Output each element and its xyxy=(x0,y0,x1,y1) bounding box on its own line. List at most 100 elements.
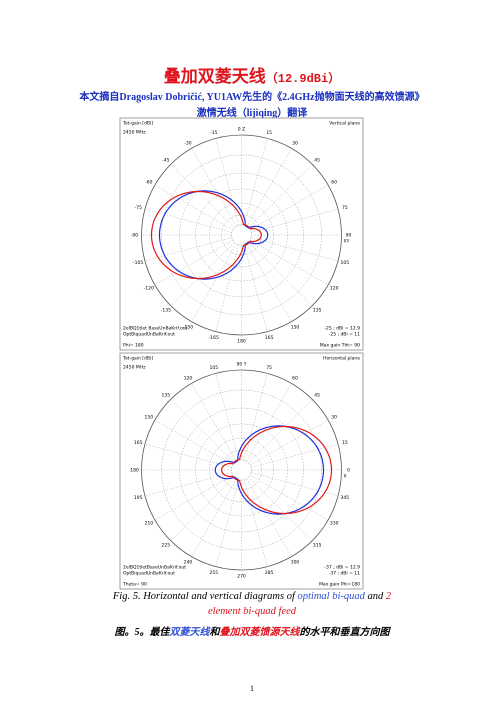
grid-radial xyxy=(215,244,240,332)
angle-label: 135 xyxy=(313,307,322,313)
grid-radial xyxy=(246,383,292,462)
angle-label: 75 xyxy=(266,365,272,371)
caption-en: Fig. 5. Horizontal and vertical diagrams… xyxy=(107,589,397,619)
grid-radial xyxy=(215,373,240,461)
plot-frequency: 2450 MHz xyxy=(123,130,146,136)
caption-part: and xyxy=(364,591,386,602)
page-number: 1 xyxy=(250,684,254,693)
grid-radial xyxy=(251,443,339,468)
angle-label: -165 xyxy=(209,335,219,341)
plot-footer-left: Phi= 180 xyxy=(123,343,144,349)
grid-radial xyxy=(250,239,329,286)
angle-label: 60 xyxy=(292,376,298,382)
caption-part: optimal bi-quad xyxy=(297,591,365,602)
grid-radial xyxy=(251,237,339,262)
source: 本文摘自Dragoslav Dobričić, YU1AW先生的《2.4GHz抛… xyxy=(79,92,425,103)
grid-radial xyxy=(191,478,237,557)
angle-label: -75 xyxy=(134,205,141,211)
caption-part: 的水平和垂直方向图 xyxy=(299,627,390,638)
angle-label: 345 xyxy=(341,495,350,501)
angle-label: 30 xyxy=(292,141,298,147)
grid-radial xyxy=(170,164,235,229)
grid-radial xyxy=(191,243,237,322)
grid-circle xyxy=(141,134,342,336)
angle-label: -30 xyxy=(184,141,191,147)
legend-entry: 2elBQ1tletBaseUnBaKrif.out xyxy=(123,565,186,571)
angle-label: 150 xyxy=(291,324,300,330)
title-gain: （12.9dBi） xyxy=(265,72,341,86)
plot-footer-right: Max gain Tht= 90 xyxy=(320,343,360,349)
angle-label: 315 xyxy=(313,542,322,548)
legend-entry: OptBiquadUnBaKrif.out xyxy=(123,571,175,577)
angle-label: 15 xyxy=(266,130,272,136)
grid-radial xyxy=(251,472,339,497)
angle-label: 105 xyxy=(210,365,219,371)
grid-radial xyxy=(215,479,240,567)
grid-radial xyxy=(154,184,233,231)
grid-radial xyxy=(144,443,232,468)
grid-radial xyxy=(246,243,292,322)
angle-label: -120 xyxy=(144,286,154,292)
caption-part: 双菱天线 xyxy=(169,627,210,638)
angle-label: 75 xyxy=(342,205,348,211)
angle-label: 210 xyxy=(145,521,154,527)
angle-label: 90 xyxy=(346,233,352,239)
angle-label: 165 xyxy=(265,335,274,341)
angle-label: -15 xyxy=(210,130,217,136)
angle-label: 165 xyxy=(134,440,143,446)
grid-radial xyxy=(250,419,329,466)
angle-label: 90 Y xyxy=(237,362,247,368)
legend-entry: 2elBQ1tlet BaseUnBaKrif.out xyxy=(123,326,188,332)
legend-value: -37 ; dBi = 12.9 xyxy=(324,565,360,571)
angle-label: 105 xyxy=(341,260,350,266)
legend-value: -25 ; dBi = 11 xyxy=(329,332,360,338)
title-text: 叠加双菱天线 xyxy=(163,67,266,86)
pattern-curve xyxy=(158,190,269,280)
angle-label: 225 xyxy=(162,542,171,548)
angle-label: 15 xyxy=(342,440,348,446)
grid-radial xyxy=(170,241,235,306)
plot-footer-left: Theta= 90 xyxy=(122,582,147,588)
angle-label: -90 xyxy=(131,233,138,239)
grid-radial xyxy=(191,148,237,227)
grid-radial xyxy=(154,419,233,466)
plot-frequency: 2450 MHz xyxy=(123,365,146,371)
grid-radial xyxy=(243,138,268,226)
pattern-curve xyxy=(150,190,262,280)
plot-header-left: Tot-gain [dBi] xyxy=(122,356,153,362)
legend-value: -37 ; dBi = 11 xyxy=(329,571,360,577)
grid-radial xyxy=(248,164,313,229)
angle-label: 45 xyxy=(314,393,320,399)
angle-label: 120 xyxy=(184,376,193,382)
angle-label: 240 xyxy=(184,559,193,565)
angle-label: 255 xyxy=(210,570,219,576)
angle-label: -45 xyxy=(162,158,169,164)
grid-radial xyxy=(248,241,313,306)
angle-label: 0 xyxy=(347,468,350,474)
angle-label: 300 xyxy=(291,559,300,565)
grid-radial xyxy=(243,373,268,461)
grid-radial xyxy=(246,148,292,227)
grid-radial xyxy=(215,138,240,226)
grid-radial xyxy=(250,474,329,521)
angle-label: 180 xyxy=(130,468,139,474)
grid-radial xyxy=(243,479,268,567)
angle-label: 0 Z xyxy=(238,127,245,133)
pattern-curve xyxy=(221,425,333,515)
caption-part: 和 xyxy=(209,627,220,638)
angle-label: -150 xyxy=(183,324,193,330)
translator: 激情无线（lijiqing）翻译 xyxy=(196,108,308,119)
angle-label: -135 xyxy=(161,307,171,313)
grid-radial xyxy=(248,476,313,541)
angle-label: 195 xyxy=(134,495,143,501)
grid-radial xyxy=(154,474,233,521)
angle-label: 330 xyxy=(330,521,339,527)
grid-radial xyxy=(243,244,268,332)
grid-radial xyxy=(251,208,339,233)
angle-label: 120 xyxy=(330,286,339,292)
angle-label: 135 xyxy=(162,393,171,399)
angle-label: 180 xyxy=(237,339,246,345)
grid-radial xyxy=(154,239,233,286)
plot-footer-right: Max gain Phi=180 xyxy=(319,582,360,588)
